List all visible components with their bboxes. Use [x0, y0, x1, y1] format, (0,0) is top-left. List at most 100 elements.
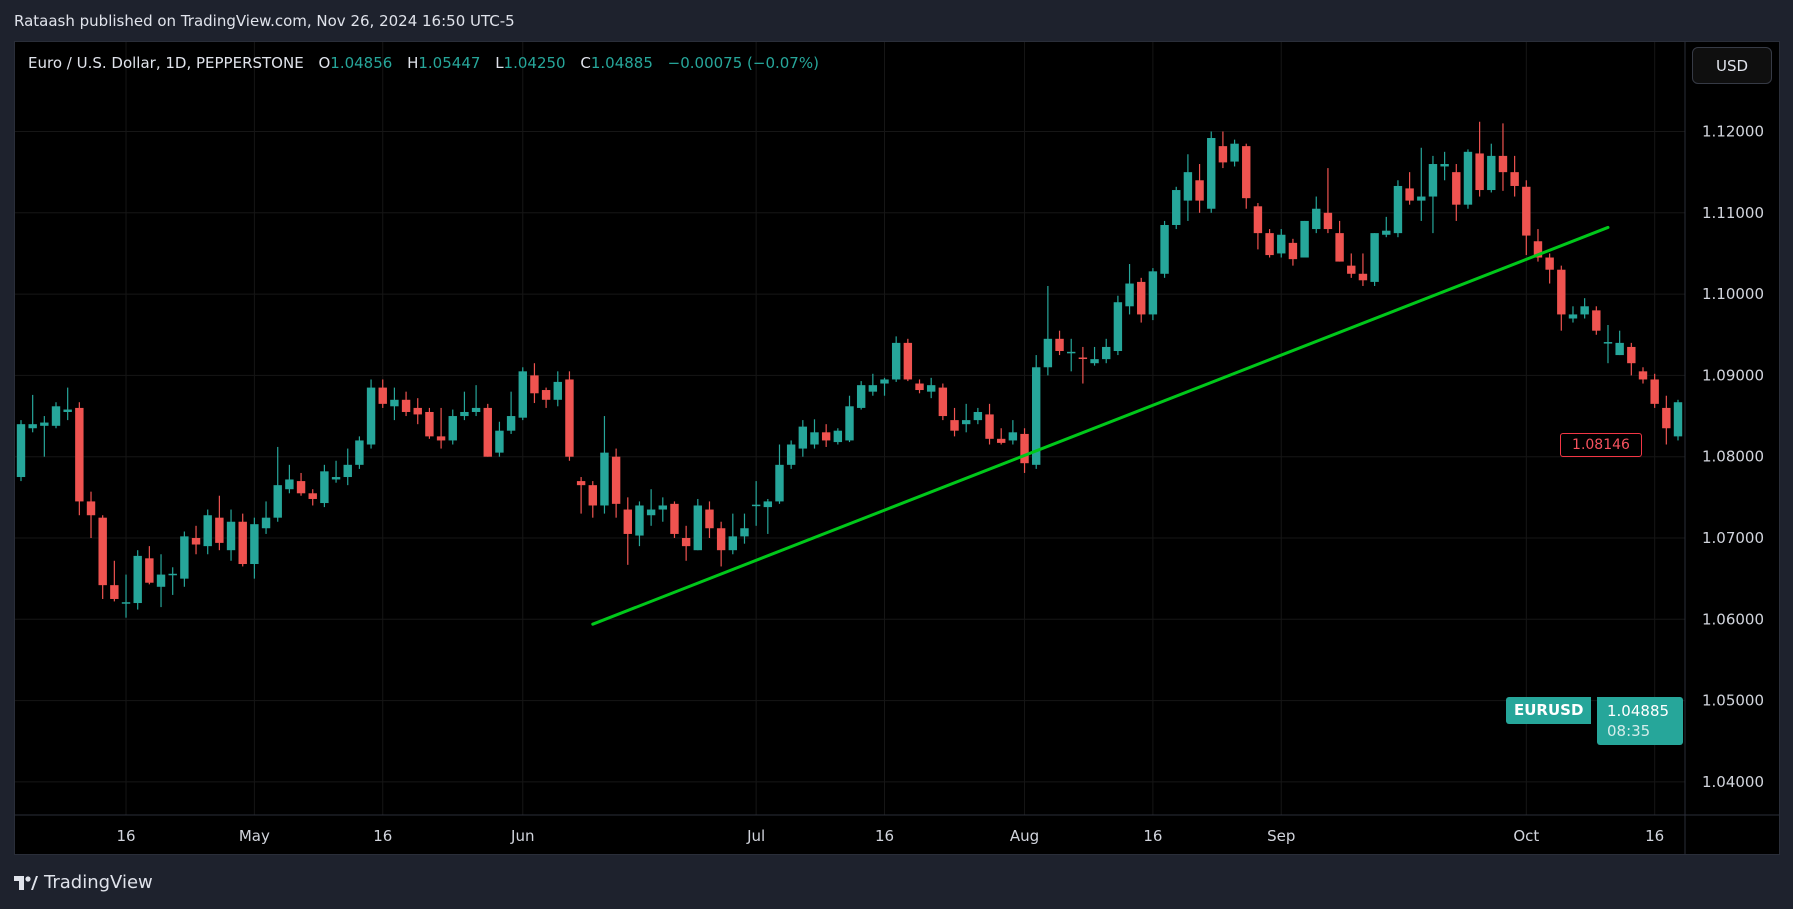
candle-down [110, 560, 119, 602]
candle-down [1242, 143, 1251, 209]
candle-down [191, 525, 201, 555]
candle-up [366, 379, 376, 449]
candle-body [565, 379, 574, 457]
candle-down [938, 383, 948, 421]
candle-up [1463, 149, 1473, 209]
publisher-line: Rataash published on TradingView.com, No… [14, 12, 515, 30]
candle-body [63, 409, 72, 412]
tradingview-logo[interactable]: TradingView [14, 872, 153, 893]
candle-body [553, 381, 562, 400]
candle-up [471, 385, 481, 417]
candle-body [1078, 357, 1088, 360]
last-price: 1.04885 [1607, 702, 1670, 720]
trendline[interactable] [591, 225, 1610, 626]
chart-frame[interactable] [14, 41, 1780, 855]
candle-body [1627, 346, 1636, 364]
candle-down [1288, 238, 1298, 266]
candle-down [1195, 164, 1204, 213]
candle-body [693, 505, 703, 551]
candle-down [1078, 346, 1088, 384]
candle-up [751, 481, 761, 526]
candle-down [1055, 330, 1064, 356]
candle-down [705, 501, 714, 538]
candle-body [926, 385, 936, 392]
candle-up [600, 416, 609, 514]
low-label: L [495, 54, 504, 72]
candle-body [1323, 212, 1333, 230]
time-axis[interactable]: 16 May 16 Jun Jul 16 Aug 16 Sep Oct 16 [116, 827, 1664, 845]
candle-body [1113, 302, 1123, 352]
grid [15, 42, 1685, 815]
candle-up [1673, 399, 1683, 441]
candle-down [588, 481, 597, 518]
candle-body [833, 430, 843, 443]
candle-body [1043, 338, 1053, 368]
candle-body [495, 430, 504, 453]
candle-body [541, 390, 551, 400]
candle-body [1207, 138, 1216, 209]
candle-down [541, 387, 551, 408]
candle-up [495, 421, 504, 457]
candle-body [448, 416, 457, 441]
price-tick-label: 1.08000 [1702, 448, 1764, 466]
candle-up [121, 574, 131, 618]
candle-down [716, 521, 726, 567]
candle-body [273, 485, 282, 518]
candle-body [1592, 310, 1601, 331]
candle-body [950, 420, 959, 431]
candle-body [51, 406, 61, 426]
candle-up [1125, 264, 1134, 315]
candle-up [343, 448, 352, 486]
candle-down [530, 363, 539, 404]
candle-body [1545, 257, 1554, 270]
candle-body [1440, 164, 1449, 167]
candle-up [331, 460, 341, 483]
price-tick-label: 1.11000 [1702, 204, 1764, 222]
candle-body [1300, 220, 1309, 258]
candle-body [1335, 233, 1344, 262]
candle-body [28, 424, 37, 429]
candle-down [98, 515, 107, 599]
candle-down [670, 501, 679, 538]
time-tick-label: Jul [746, 827, 765, 845]
symbol-title[interactable]: Euro / U.S. Dollar, 1D, PEPPERSTONE [28, 54, 304, 72]
candle-up [180, 531, 189, 587]
price-axis[interactable]: 1.12000 1.11000 1.10000 1.09000 1.08000 1.070… [1702, 123, 1764, 791]
candle-down [215, 495, 224, 551]
time-tick-label: Oct [1513, 827, 1539, 845]
candle-body [191, 538, 201, 545]
candle-down [915, 379, 924, 394]
candle-body [1615, 342, 1624, 356]
candle-body [156, 574, 166, 587]
candle-body [1428, 164, 1438, 197]
candle-down [1662, 395, 1671, 445]
candle-down [1253, 203, 1263, 250]
candle-body [810, 432, 819, 445]
candle-up [168, 567, 177, 595]
candle-down [1347, 253, 1356, 278]
candle-body [1195, 180, 1204, 201]
candle-up [786, 440, 796, 469]
candle-up [1568, 306, 1578, 323]
price-tick-label: 1.10000 [1702, 285, 1764, 303]
currency-button[interactable]: USD [1692, 47, 1772, 84]
candle-down [1020, 428, 1029, 473]
candle-down [996, 428, 1006, 445]
candle-body [1603, 342, 1613, 344]
candle-up [226, 509, 236, 561]
candle-up [891, 336, 901, 382]
candle-body [1090, 359, 1099, 364]
candle-body [1452, 172, 1461, 205]
candle-down [1358, 253, 1368, 286]
line-price-label: 1.08146 [1560, 433, 1642, 457]
candle-down [1475, 121, 1484, 197]
logo-text: TradingView [44, 872, 153, 893]
candle-body [623, 509, 632, 534]
candles [16, 121, 1683, 618]
candle-down [681, 525, 691, 561]
candle-up [1615, 330, 1624, 356]
candle-down [413, 398, 422, 425]
candle-body [75, 407, 84, 502]
candle-body [1172, 190, 1181, 225]
